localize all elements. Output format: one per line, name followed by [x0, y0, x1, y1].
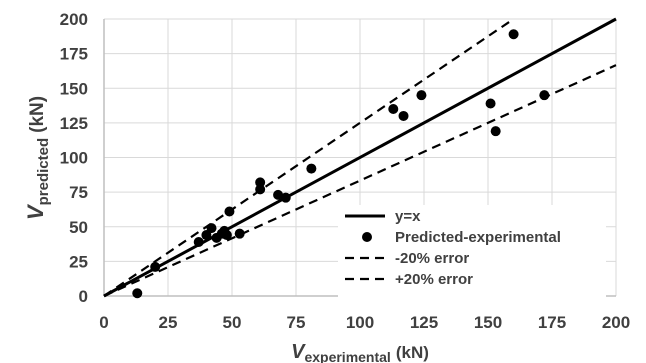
data-point	[221, 230, 232, 241]
y-axis-unit: (kN)	[27, 96, 48, 133]
data-point	[539, 90, 550, 101]
line-minus-20-error	[103, 64, 617, 298]
data-point	[416, 90, 427, 101]
data-point	[388, 104, 399, 115]
data-point	[306, 163, 317, 174]
data-point	[485, 98, 496, 109]
x-tick-labels: 0 25 50 75 100 125 150 175 200	[99, 313, 630, 332]
legend: y=x Predicted-experimental -20% error +20% …	[338, 205, 606, 297]
legend-label: -20% error	[395, 250, 469, 267]
data-point	[193, 236, 204, 247]
data-point	[280, 192, 291, 203]
data-point	[398, 110, 409, 121]
data-point	[150, 261, 161, 272]
y-tick-label: 0	[79, 287, 88, 306]
x-tick-label: 100	[346, 313, 374, 332]
y-tick-labels: 0 25 50 75 100 125 150 175 200	[60, 10, 88, 306]
data-point	[224, 206, 235, 217]
data-point	[206, 223, 217, 234]
y-tick-label: 50	[69, 218, 88, 237]
legend-background	[338, 205, 606, 297]
line-y-equals-x	[103, 17, 617, 298]
x-tick-label: 125	[410, 313, 438, 332]
y-tick-label: 175	[60, 45, 88, 64]
x-axis-unit: (kN)	[396, 343, 429, 362]
data-point	[234, 228, 245, 239]
data-point	[490, 126, 501, 137]
x-axis-title: Vexperimental (kN)	[291, 341, 429, 363]
x-tick-label: 0	[99, 313, 108, 332]
y-tick-label: 200	[60, 10, 88, 29]
x-tick-label: 50	[223, 313, 242, 332]
y-axis-sub: predicted	[35, 138, 52, 206]
data-point	[132, 288, 143, 299]
x-tick-label: 150	[474, 313, 502, 332]
data-point	[273, 189, 284, 200]
x-tick-label: 75	[287, 313, 306, 332]
y-tick-label: 100	[60, 149, 88, 168]
reference-lines	[103, 17, 617, 298]
data-point	[255, 184, 266, 195]
line-plus-20-error	[103, 18, 515, 297]
x-tick-label: 25	[159, 313, 178, 332]
y-tick-label: 150	[60, 79, 88, 98]
y-tick-label: 25	[69, 252, 88, 271]
y-tick-label: 125	[60, 114, 88, 133]
x-axis-main: V	[291, 341, 306, 363]
legend-symbol-dot	[362, 232, 372, 242]
y-tick-label: 75	[69, 183, 88, 202]
x-axis-sub: experimental	[304, 349, 390, 363]
x-tick-label: 175	[538, 313, 566, 332]
y-axis-title: Vpredicted (kN)	[23, 96, 52, 220]
y-axis-main: V	[23, 203, 48, 220]
x-tick-label: 200	[602, 313, 630, 332]
data-point	[508, 29, 519, 40]
legend-label: +20% error	[395, 271, 473, 288]
legend-label: Predicted-experimental	[395, 229, 561, 246]
data-points	[132, 29, 550, 299]
data-point	[201, 230, 212, 241]
legend-label: y=x	[395, 208, 421, 225]
data-point	[255, 177, 266, 188]
